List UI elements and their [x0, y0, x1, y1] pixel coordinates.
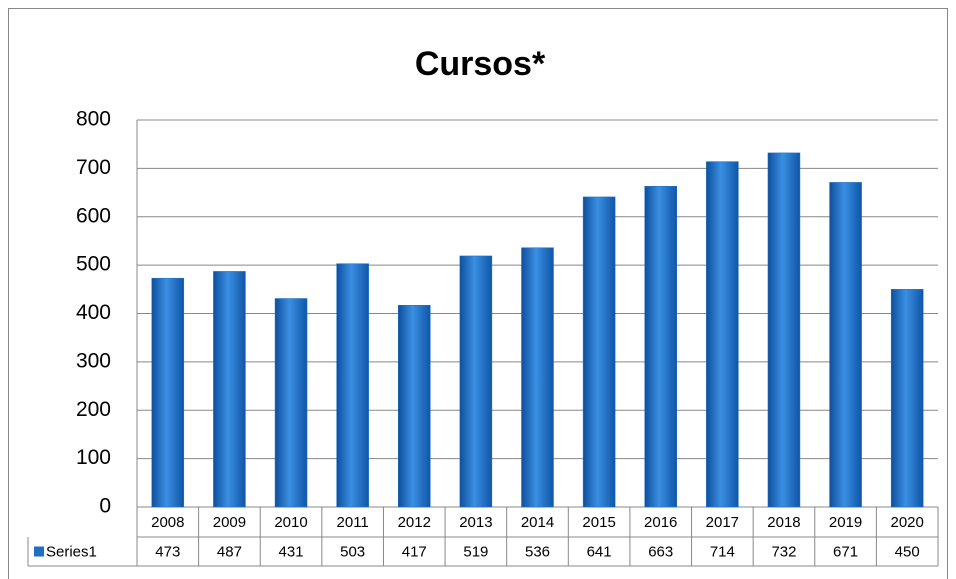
x-tick-label: 2012 [398, 514, 431, 531]
bar [767, 152, 801, 508]
bar [213, 271, 246, 508]
x-tick-label: 2010 [274, 514, 307, 531]
bar [274, 298, 308, 508]
data-table-value: 431 [279, 543, 304, 560]
data-table-value: 714 [710, 543, 735, 560]
data-table-value: 663 [648, 543, 673, 560]
x-tick-label: 2015 [582, 514, 615, 531]
data-table-value: 641 [587, 543, 612, 560]
x-tick-label: 2011 [337, 514, 369, 531]
y-tick-label: 300 [76, 349, 111, 372]
x-tick-label: 2016 [644, 514, 677, 531]
y-tick-label: 100 [76, 446, 111, 469]
y-tick-label: 400 [76, 301, 111, 324]
data-table-value: 473 [155, 543, 180, 560]
data-table-value: 450 [895, 543, 920, 560]
x-tick-label: 2009 [213, 514, 246, 531]
bar [829, 182, 862, 508]
x-tick-label: 2017 [706, 514, 739, 531]
legend-label: Series1 [46, 543, 97, 560]
x-tick-label: 2018 [767, 514, 800, 531]
data-table-value: 732 [771, 543, 796, 560]
x-tick-label: 2019 [829, 514, 862, 531]
y-tick-label: 700 [76, 156, 111, 179]
x-tick-label: 2013 [459, 514, 492, 531]
bar [459, 255, 493, 508]
bar [398, 305, 431, 508]
bar [521, 247, 554, 508]
bar [706, 161, 739, 508]
bar [890, 289, 924, 508]
legend-swatch [34, 546, 44, 557]
data-table-value: 536 [525, 543, 550, 560]
bar [582, 196, 616, 508]
y-tick-label: 500 [76, 253, 111, 276]
y-tick-label: 200 [76, 398, 111, 421]
y-tick-label: 800 [76, 108, 111, 131]
chart-title: Cursos* [415, 45, 546, 83]
data-table-value: 671 [833, 543, 858, 560]
x-tick-label: 2014 [521, 514, 554, 531]
bar [336, 263, 369, 508]
data-table-value: 503 [340, 543, 365, 560]
x-tick-label: 2008 [151, 514, 184, 531]
data-table-value: 417 [402, 543, 427, 560]
data-table-value: 519 [463, 543, 488, 560]
y-tick-label: 600 [76, 204, 111, 227]
bar [151, 277, 185, 508]
y-tick-label: 0 [99, 495, 111, 518]
data-table-value: 487 [217, 543, 242, 560]
x-tick-label: 2020 [891, 514, 924, 531]
bar [644, 186, 677, 508]
